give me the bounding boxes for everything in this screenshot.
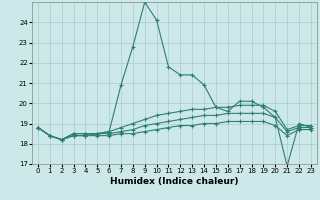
X-axis label: Humidex (Indice chaleur): Humidex (Indice chaleur) — [110, 177, 239, 186]
